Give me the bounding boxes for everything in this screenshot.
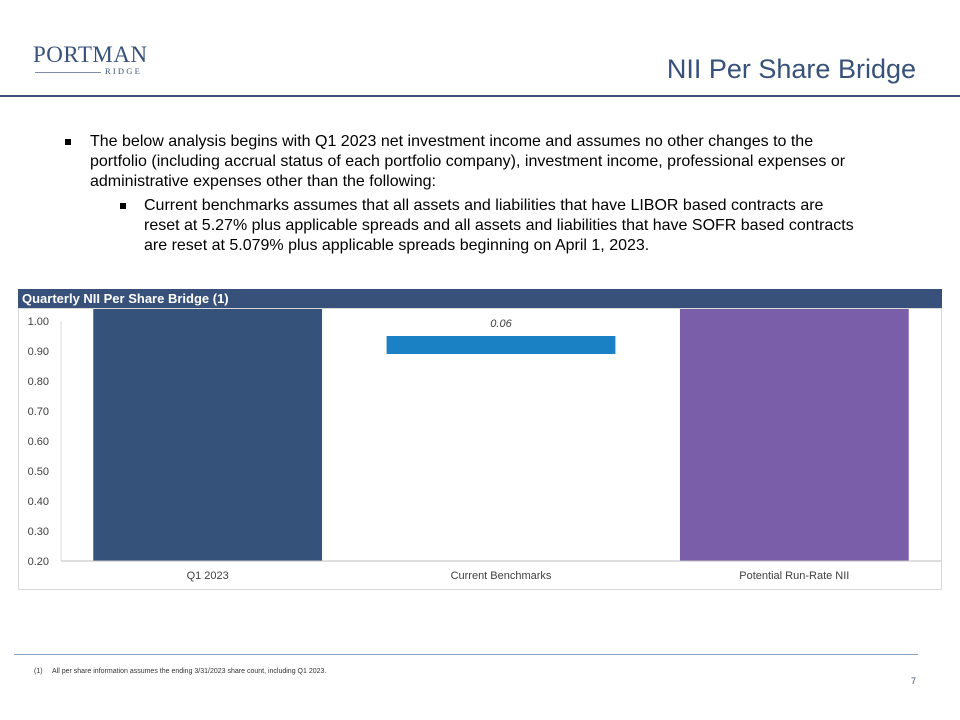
bar-2: [386, 336, 616, 354]
x-category-label: Q1 2023: [187, 570, 229, 582]
y-tick-label: 0.50: [28, 466, 49, 478]
bullet-square-icon: [65, 139, 71, 145]
footnote: (1) All per share information assumes the…: [34, 668, 326, 675]
y-tick-label: 0.30: [28, 526, 49, 538]
page-number: 7: [910, 676, 916, 686]
logo-subtext: RIDGE: [105, 66, 142, 76]
bar-value-label: 0.06: [490, 318, 512, 330]
logo-wordmark: PORTMAN: [33, 42, 148, 67]
y-tick-label: 0.40: [28, 496, 49, 508]
chart-title: Quarterly NII Per Share Bridge (1): [18, 289, 942, 308]
footer-divider: [14, 654, 918, 655]
bullet-list: The below analysis begins with Q1 2023 n…: [62, 132, 862, 256]
bar-3: [679, 309, 909, 561]
header-divider: [0, 95, 960, 97]
bar-1: [93, 309, 323, 561]
bullet-sub: Current benchmarks assumes that all asse…: [62, 196, 862, 256]
bullet-main-text: The below analysis begins with Q1 2023 n…: [90, 133, 846, 190]
footnote-number: (1): [34, 668, 43, 675]
page-title: NII Per Share Bridge: [666, 54, 916, 84]
y-tick-label: 0.80: [28, 376, 49, 388]
footnote-text: All per share information assumes the en…: [52, 668, 327, 675]
portman-ridge-logo: PORTMAN RIDGE: [33, 42, 153, 82]
x-category-label: Current Benchmarks: [451, 570, 552, 582]
y-tick-label: 0.60: [28, 436, 49, 448]
y-tick-label: 0.70: [28, 406, 49, 418]
chart-area: 0.200.300.400.500.600.700.800.901.000.89…: [18, 308, 942, 590]
bullet-sub-text: Current benchmarks assumes that all asse…: [144, 197, 854, 254]
y-tick-label: 1.00: [28, 316, 49, 328]
nii-bridge-chart: 0.200.300.400.500.600.700.800.901.000.89…: [28, 309, 941, 582]
x-category-label: Potential Run-Rate NII: [739, 570, 849, 582]
bullet-square-icon: [120, 203, 126, 209]
logo-rule: [35, 72, 101, 73]
bullet-main: The below analysis begins with Q1 2023 n…: [62, 132, 862, 192]
y-tick-label: 0.90: [28, 346, 49, 358]
y-tick-label: 0.20: [28, 556, 49, 568]
